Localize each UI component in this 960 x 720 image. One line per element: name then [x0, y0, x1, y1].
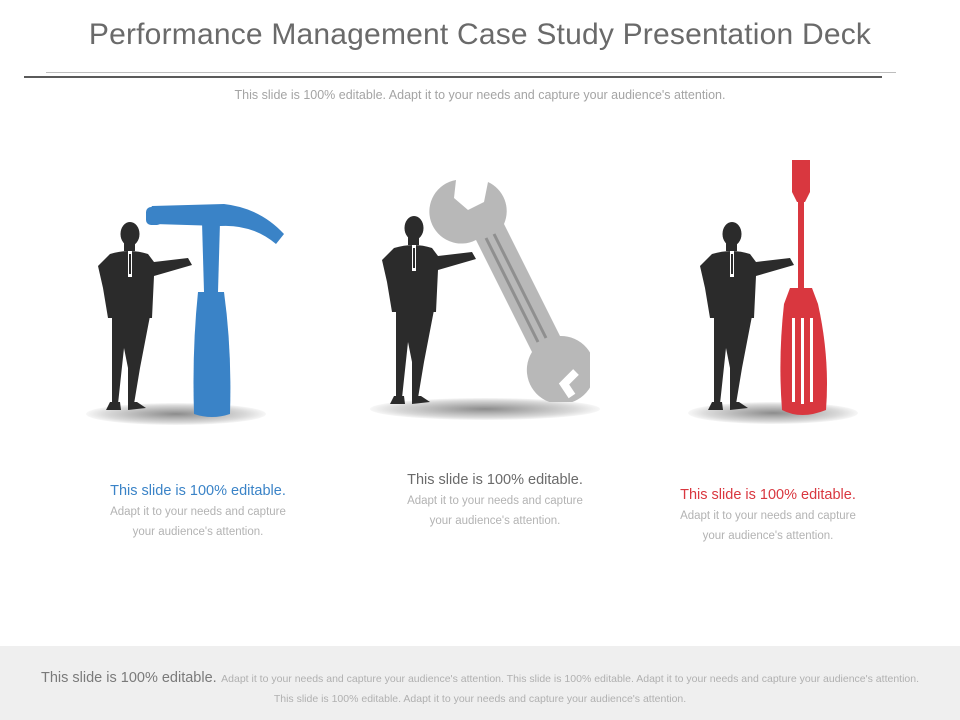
caption-wrench: This slide is 100% editable. Adapt it to…: [405, 470, 585, 530]
businessman-icon: [98, 222, 192, 410]
caption-lead: This slide is 100% editable.: [110, 483, 286, 499]
title-divider-thin: [46, 72, 896, 73]
slide-subtitle: This slide is 100% editable. Adapt it to…: [234, 88, 726, 102]
footer-text: This slide is 100% editable. Adapt it to…: [30, 668, 930, 708]
slide-title: Performance Management Case Study Presen…: [88, 18, 872, 51]
figure-shadow: [370, 398, 600, 420]
businessman-icon: [382, 216, 476, 404]
wrench-icon: [429, 180, 590, 402]
caption-body: Adapt it to your needs and capture your …: [680, 510, 856, 542]
businessman-icon: [700, 222, 794, 410]
caption-lead: This slide is 100% editable.: [407, 472, 583, 488]
caption-hammer: This slide is 100% editable. Adapt it to…: [108, 481, 288, 541]
screwdriver-icon: [780, 160, 827, 415]
caption-screwdriver: This slide is 100% editable. Adapt it to…: [678, 485, 858, 545]
caption-lead: This slide is 100% editable.: [680, 487, 856, 503]
title-divider-thick: [24, 76, 882, 78]
footer-body: Adapt it to your needs and capture your …: [221, 673, 920, 705]
caption-body: Adapt it to your needs and capture your …: [110, 506, 286, 538]
hammer-icon: [146, 204, 284, 417]
footer-lead: This slide is 100% editable.: [40, 670, 217, 686]
caption-body: Adapt it to your needs and capture your …: [407, 495, 583, 527]
footer-band: This slide is 100% editable. Adapt it to…: [0, 646, 960, 720]
